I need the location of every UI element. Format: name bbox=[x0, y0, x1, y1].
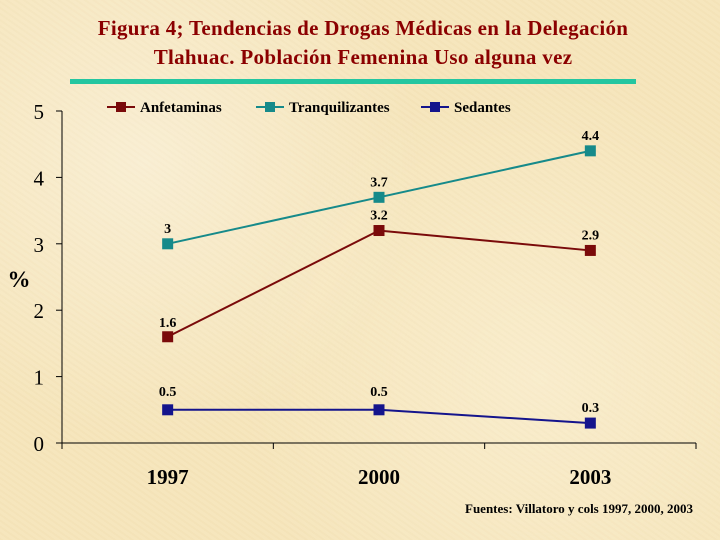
source-note: Fuentes: Villatoro y cols 1997, 2000, 20… bbox=[465, 501, 693, 516]
data-point bbox=[373, 404, 385, 416]
data-label: 4.4 bbox=[582, 129, 600, 144]
data-point bbox=[162, 331, 174, 343]
chart-title-line-2: Tlahuac. Población Femenina Uso alguna v… bbox=[153, 45, 573, 69]
x-tick-label: 1997 bbox=[147, 465, 189, 489]
legend-label: Sedantes bbox=[454, 100, 511, 116]
data-label: 3.7 bbox=[370, 175, 388, 190]
legend-marker bbox=[265, 102, 275, 112]
title-underline bbox=[70, 79, 636, 84]
y-tick-label: 0 bbox=[34, 432, 45, 456]
data-label: 2.9 bbox=[582, 228, 600, 243]
y-axis-title: % bbox=[8, 267, 31, 292]
x-tick-label: 2003 bbox=[569, 465, 611, 489]
series-line-anfetaminas bbox=[167, 229, 591, 338]
data-label: 3 bbox=[164, 222, 171, 237]
data-point bbox=[584, 244, 596, 256]
data-label: 0.5 bbox=[370, 385, 388, 400]
data-point bbox=[162, 238, 174, 250]
data-label: 0.5 bbox=[159, 385, 177, 400]
x-tick-label: 2000 bbox=[358, 465, 400, 489]
data-point bbox=[584, 145, 596, 157]
y-tick-label: 3 bbox=[34, 233, 45, 257]
y-tick-label: 2 bbox=[34, 299, 45, 323]
legend-label: Anfetaminas bbox=[140, 100, 222, 116]
data-point bbox=[373, 225, 385, 237]
chart-title-line-1: Figura 4; Tendencias de Drogas Médicas e… bbox=[97, 16, 629, 40]
data-point bbox=[373, 191, 385, 203]
data-point bbox=[162, 404, 174, 416]
y-tick-label: 5 bbox=[34, 100, 45, 124]
legend-marker bbox=[430, 102, 440, 112]
data-label: 1.6 bbox=[159, 316, 177, 331]
y-tick-label: 1 bbox=[34, 366, 45, 390]
data-point bbox=[584, 417, 596, 429]
data-label: 3.2 bbox=[370, 209, 388, 224]
chart-title: Figura 4; Tendencias de Drogas Médicas e… bbox=[0, 14, 720, 72]
legend-marker bbox=[116, 102, 126, 112]
legend-label: Tranquilizantes bbox=[289, 100, 390, 116]
data-label: 0.3 bbox=[582, 401, 600, 416]
y-tick-label: 4 bbox=[34, 166, 45, 190]
